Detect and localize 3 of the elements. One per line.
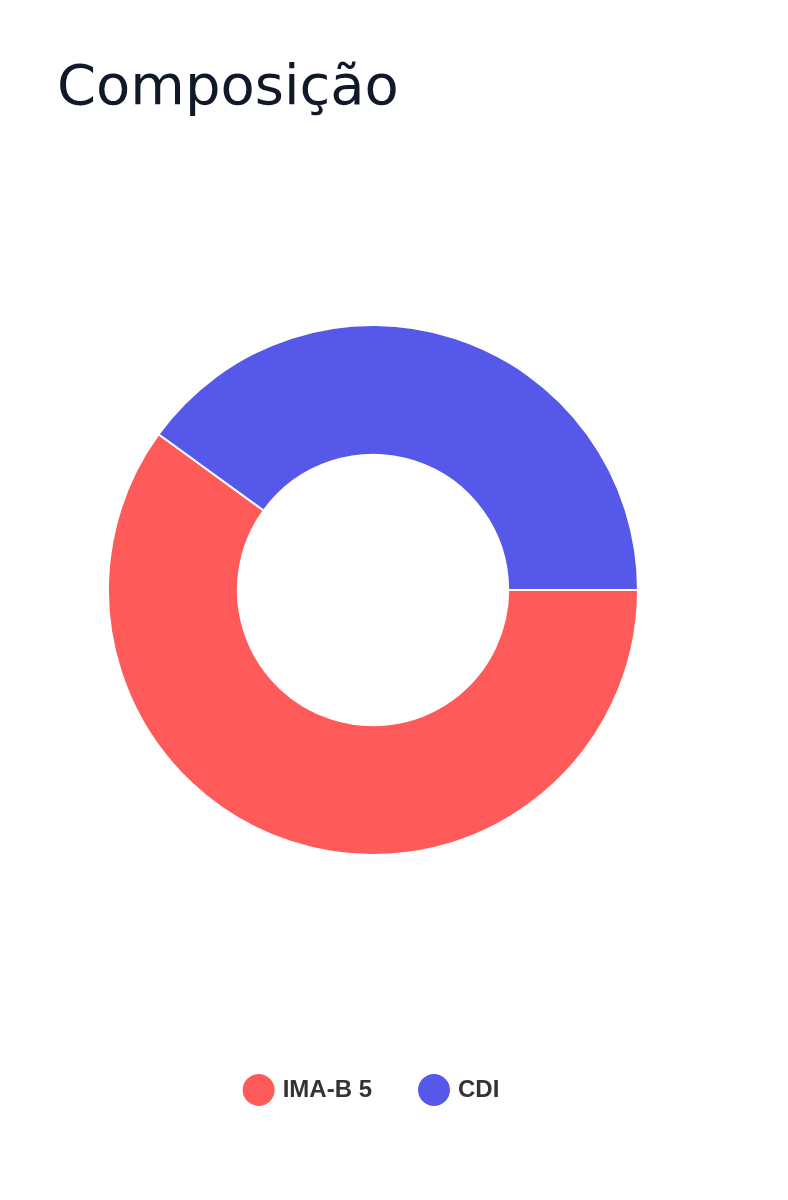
legend-label: CDI	[458, 1074, 500, 1102]
chart-title: Composição	[57, 52, 399, 117]
legend-label: IMA-B 5	[282, 1074, 373, 1102]
